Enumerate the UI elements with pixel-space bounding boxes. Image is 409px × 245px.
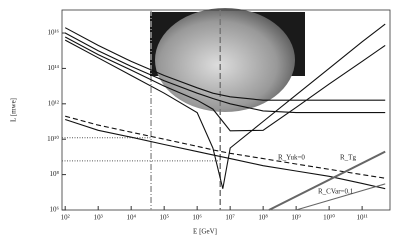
annotation: R_CVar=0.1	[318, 188, 354, 196]
curve	[64, 36, 386, 132]
curve	[64, 27, 386, 101]
inset-moon	[155, 8, 295, 112]
curve	[64, 32, 386, 114]
y-tick-label: 10⁶	[50, 206, 60, 214]
x-tick-label: 10⁴	[126, 214, 136, 222]
y-tick-label: 10¹⁰	[47, 135, 59, 143]
x-tick-label: 10¹⁰	[323, 214, 335, 222]
x-tick-label: 10³	[94, 214, 103, 222]
x-tick-label: 10²	[61, 214, 70, 222]
plot-frame	[61, 9, 391, 211]
y-axis-label: L [mwe]	[10, 98, 18, 122]
annotation: R_Yuk=0	[278, 154, 305, 162]
y-tick-label: 10⁸	[50, 170, 60, 178]
x-tick-label: 10¹¹	[357, 214, 368, 222]
x-tick-label: 10⁵	[159, 214, 169, 222]
curve	[65, 115, 386, 179]
x-axis-label: E [GeV]	[193, 228, 217, 236]
curve	[295, 183, 386, 211]
x-tick-label: 10⁹	[291, 214, 301, 222]
x-tick-label: 10⁸	[258, 214, 268, 222]
curve	[64, 23, 386, 189]
y-tick-label: 10¹⁶	[47, 29, 59, 37]
x-tick-label: 10⁷	[225, 214, 235, 222]
curve	[268, 150, 386, 211]
x-tick-label: 10⁶	[192, 214, 202, 222]
y-tick-label: 10¹⁴	[47, 64, 59, 72]
annotation: R_Tg	[340, 154, 356, 162]
y-tick-label: 10¹²	[48, 99, 59, 107]
